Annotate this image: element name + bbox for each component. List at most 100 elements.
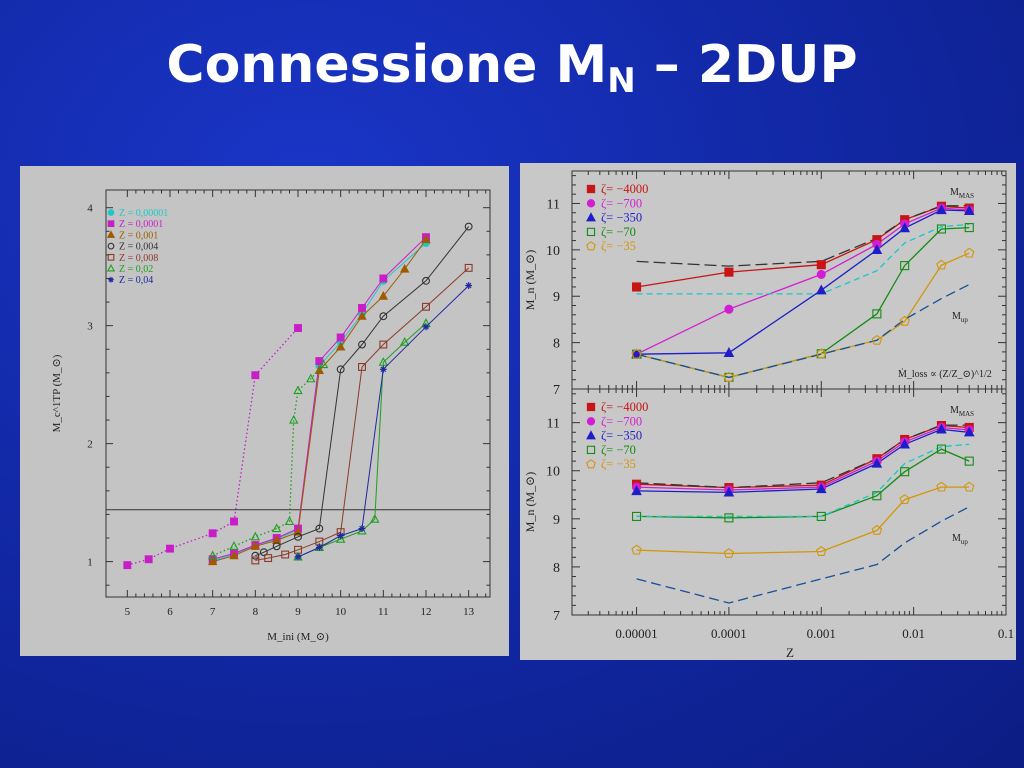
data-point	[936, 444, 946, 454]
data-point	[378, 357, 389, 366]
data-point	[964, 481, 975, 492]
legend-marker	[107, 209, 115, 216]
data-point	[963, 205, 975, 216]
data-point	[230, 517, 238, 526]
y-axis-label: M_n (M_⊙)	[523, 250, 537, 310]
series-line	[636, 284, 970, 379]
annotation-mmas: MMAS	[950, 187, 974, 200]
annotation-sub: MAS	[959, 192, 974, 200]
data-point	[464, 263, 473, 272]
data-point	[723, 347, 735, 357]
legend-marker	[586, 430, 596, 440]
legend-marker	[586, 184, 596, 194]
data-point	[964, 247, 975, 258]
series-group	[207, 359, 329, 560]
legend-marker	[586, 227, 596, 237]
data-point	[872, 491, 882, 501]
data-point	[379, 274, 388, 283]
data-point	[422, 323, 430, 331]
data-point	[936, 423, 947, 434]
data-point	[631, 348, 642, 359]
legend-label: Z = 0,04	[119, 275, 153, 286]
series-group	[207, 234, 431, 566]
series-line	[636, 223, 970, 295]
left-chart-panel: 5 6 7 8 9 10 11 12 13 1 2 3 4 M_ini (M_⊙) M_c^1TP (M_⊙…	[20, 166, 509, 656]
data-point	[379, 365, 387, 373]
data-point	[251, 371, 260, 380]
legend-label: ζ= −70	[601, 443, 636, 457]
series-line	[636, 506, 970, 604]
data-point	[871, 524, 883, 535]
data-point	[337, 532, 345, 540]
x-tick-label: 10	[335, 606, 347, 618]
data-point	[871, 244, 883, 255]
x-tick-label: 8	[253, 606, 259, 618]
data-point	[315, 544, 323, 551]
data-point	[936, 224, 946, 234]
data-point	[421, 234, 431, 244]
data-point	[936, 481, 947, 492]
series-group	[294, 282, 473, 561]
legend-label: ζ= −35	[601, 239, 636, 253]
data-point	[631, 485, 642, 496]
series-markers	[631, 247, 975, 382]
data-point	[358, 304, 366, 312]
legend-label: Z = 0,001	[119, 230, 158, 241]
data-point	[251, 556, 260, 565]
legend-marker	[586, 402, 596, 412]
data-point	[293, 385, 303, 395]
annotation-mup: Mup	[952, 533, 968, 546]
data-point	[144, 555, 153, 564]
series-markers	[632, 444, 974, 523]
legend-marker	[586, 241, 596, 251]
data-point	[293, 526, 303, 536]
y-tick-label: 7	[553, 383, 560, 398]
x-tick-label: 6	[167, 606, 173, 618]
slide-title: Connessione MN – 2DUP	[0, 30, 1024, 116]
data-point	[294, 324, 302, 332]
series-line	[255, 226, 470, 557]
data-point	[250, 541, 261, 550]
annotation-mass-loss: Ṁ_loss ∝ (Z/Z_⊙)^1/2	[898, 368, 992, 380]
data-point	[631, 544, 642, 555]
data-point	[936, 204, 947, 215]
data-point	[123, 561, 132, 570]
legend-label: ζ= −70	[601, 225, 636, 239]
data-point	[899, 315, 910, 326]
x-axis-label: M_ini (M_⊙)	[267, 631, 329, 643]
series-group	[251, 222, 473, 560]
y-tick-label: 9	[553, 290, 560, 305]
data-point	[899, 494, 910, 505]
data-point	[250, 531, 261, 541]
data-point	[335, 341, 346, 351]
data-point	[964, 223, 974, 233]
annotation-main: M	[950, 187, 959, 198]
data-point	[899, 222, 911, 233]
legend-marker	[586, 459, 596, 469]
data-point	[422, 302, 430, 311]
data-point	[358, 525, 366, 532]
data-point	[370, 513, 380, 523]
data-point	[815, 483, 827, 494]
x-tick-label: 12	[421, 606, 432, 618]
data-point	[378, 291, 389, 300]
annotation-sub: up	[961, 538, 969, 546]
data-point	[723, 371, 735, 382]
chart-background	[520, 163, 1016, 660]
x-tick-label: 0.0001	[711, 626, 747, 641]
annotation-sub: MAS	[959, 410, 974, 418]
data-point	[632, 511, 642, 521]
y-tick-label: 3	[87, 321, 93, 333]
data-point	[289, 414, 299, 424]
data-point	[815, 284, 827, 295]
data-point	[271, 523, 282, 533]
x-tick-label: 0.00001	[615, 626, 657, 641]
legend-marker	[107, 253, 115, 261]
y-tick-label: 4	[87, 203, 93, 215]
series-group	[251, 263, 473, 565]
data-point	[336, 365, 345, 374]
